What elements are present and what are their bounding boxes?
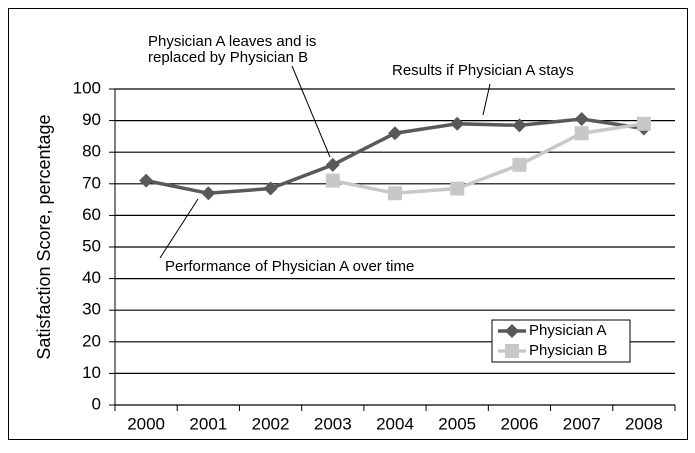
annotation-leader	[482, 83, 491, 116]
y-tick-label: 90	[82, 110, 101, 129]
annotation-leader	[159, 198, 199, 259]
x-tick-label: 2006	[501, 414, 539, 433]
chart-border	[8, 8, 688, 440]
marker	[512, 118, 527, 133]
annotation-leader	[291, 65, 331, 158]
marker	[263, 181, 278, 196]
y-tick-label: 20	[82, 331, 101, 350]
marker	[636, 116, 651, 131]
series-line	[332, 122, 645, 196]
y-tick-label: 80	[82, 142, 101, 161]
annotation: replaced by Physician B	[148, 49, 308, 66]
y-tick-label: 10	[82, 363, 101, 382]
legend-label: Physician B	[529, 342, 607, 359]
marker	[450, 116, 465, 131]
annotation: Physician A leaves and is	[148, 33, 316, 50]
marker	[574, 126, 589, 141]
y-tick-label: 40	[82, 268, 101, 287]
marker	[325, 157, 340, 172]
marker	[388, 126, 402, 141]
x-tick-label: 2001	[189, 414, 227, 433]
x-tick-label: 2002	[252, 414, 290, 433]
y-axis-label: Satisfaction Score, percentage	[34, 114, 54, 359]
y-tick-label: 30	[82, 300, 101, 319]
marker	[325, 173, 340, 188]
x-tick-label: 2008	[625, 414, 663, 433]
x-tick-label: 2004	[376, 414, 414, 433]
annotation: Performance of Physician A over time	[165, 258, 414, 275]
marker	[388, 186, 402, 201]
legend-label: Physician A	[529, 322, 607, 339]
marker	[505, 324, 519, 338]
x-tick-label: 2000	[127, 414, 165, 433]
marker	[139, 173, 154, 188]
marker	[574, 112, 589, 127]
marker	[512, 157, 527, 172]
x-tick-label: 2003	[314, 414, 352, 433]
y-tick-label: 70	[82, 173, 101, 192]
annotation: Results if Physician A stays	[392, 62, 574, 79]
y-tick-label: 100	[73, 78, 101, 97]
y-tick-label: 60	[82, 205, 101, 224]
marker	[201, 186, 216, 201]
x-tick-label: 2007	[563, 414, 601, 433]
y-tick-label: 0	[92, 394, 101, 413]
y-tick-label: 50	[82, 236, 101, 255]
marker	[450, 181, 465, 196]
marker	[505, 344, 519, 358]
x-tick-label: 2005	[438, 414, 476, 433]
